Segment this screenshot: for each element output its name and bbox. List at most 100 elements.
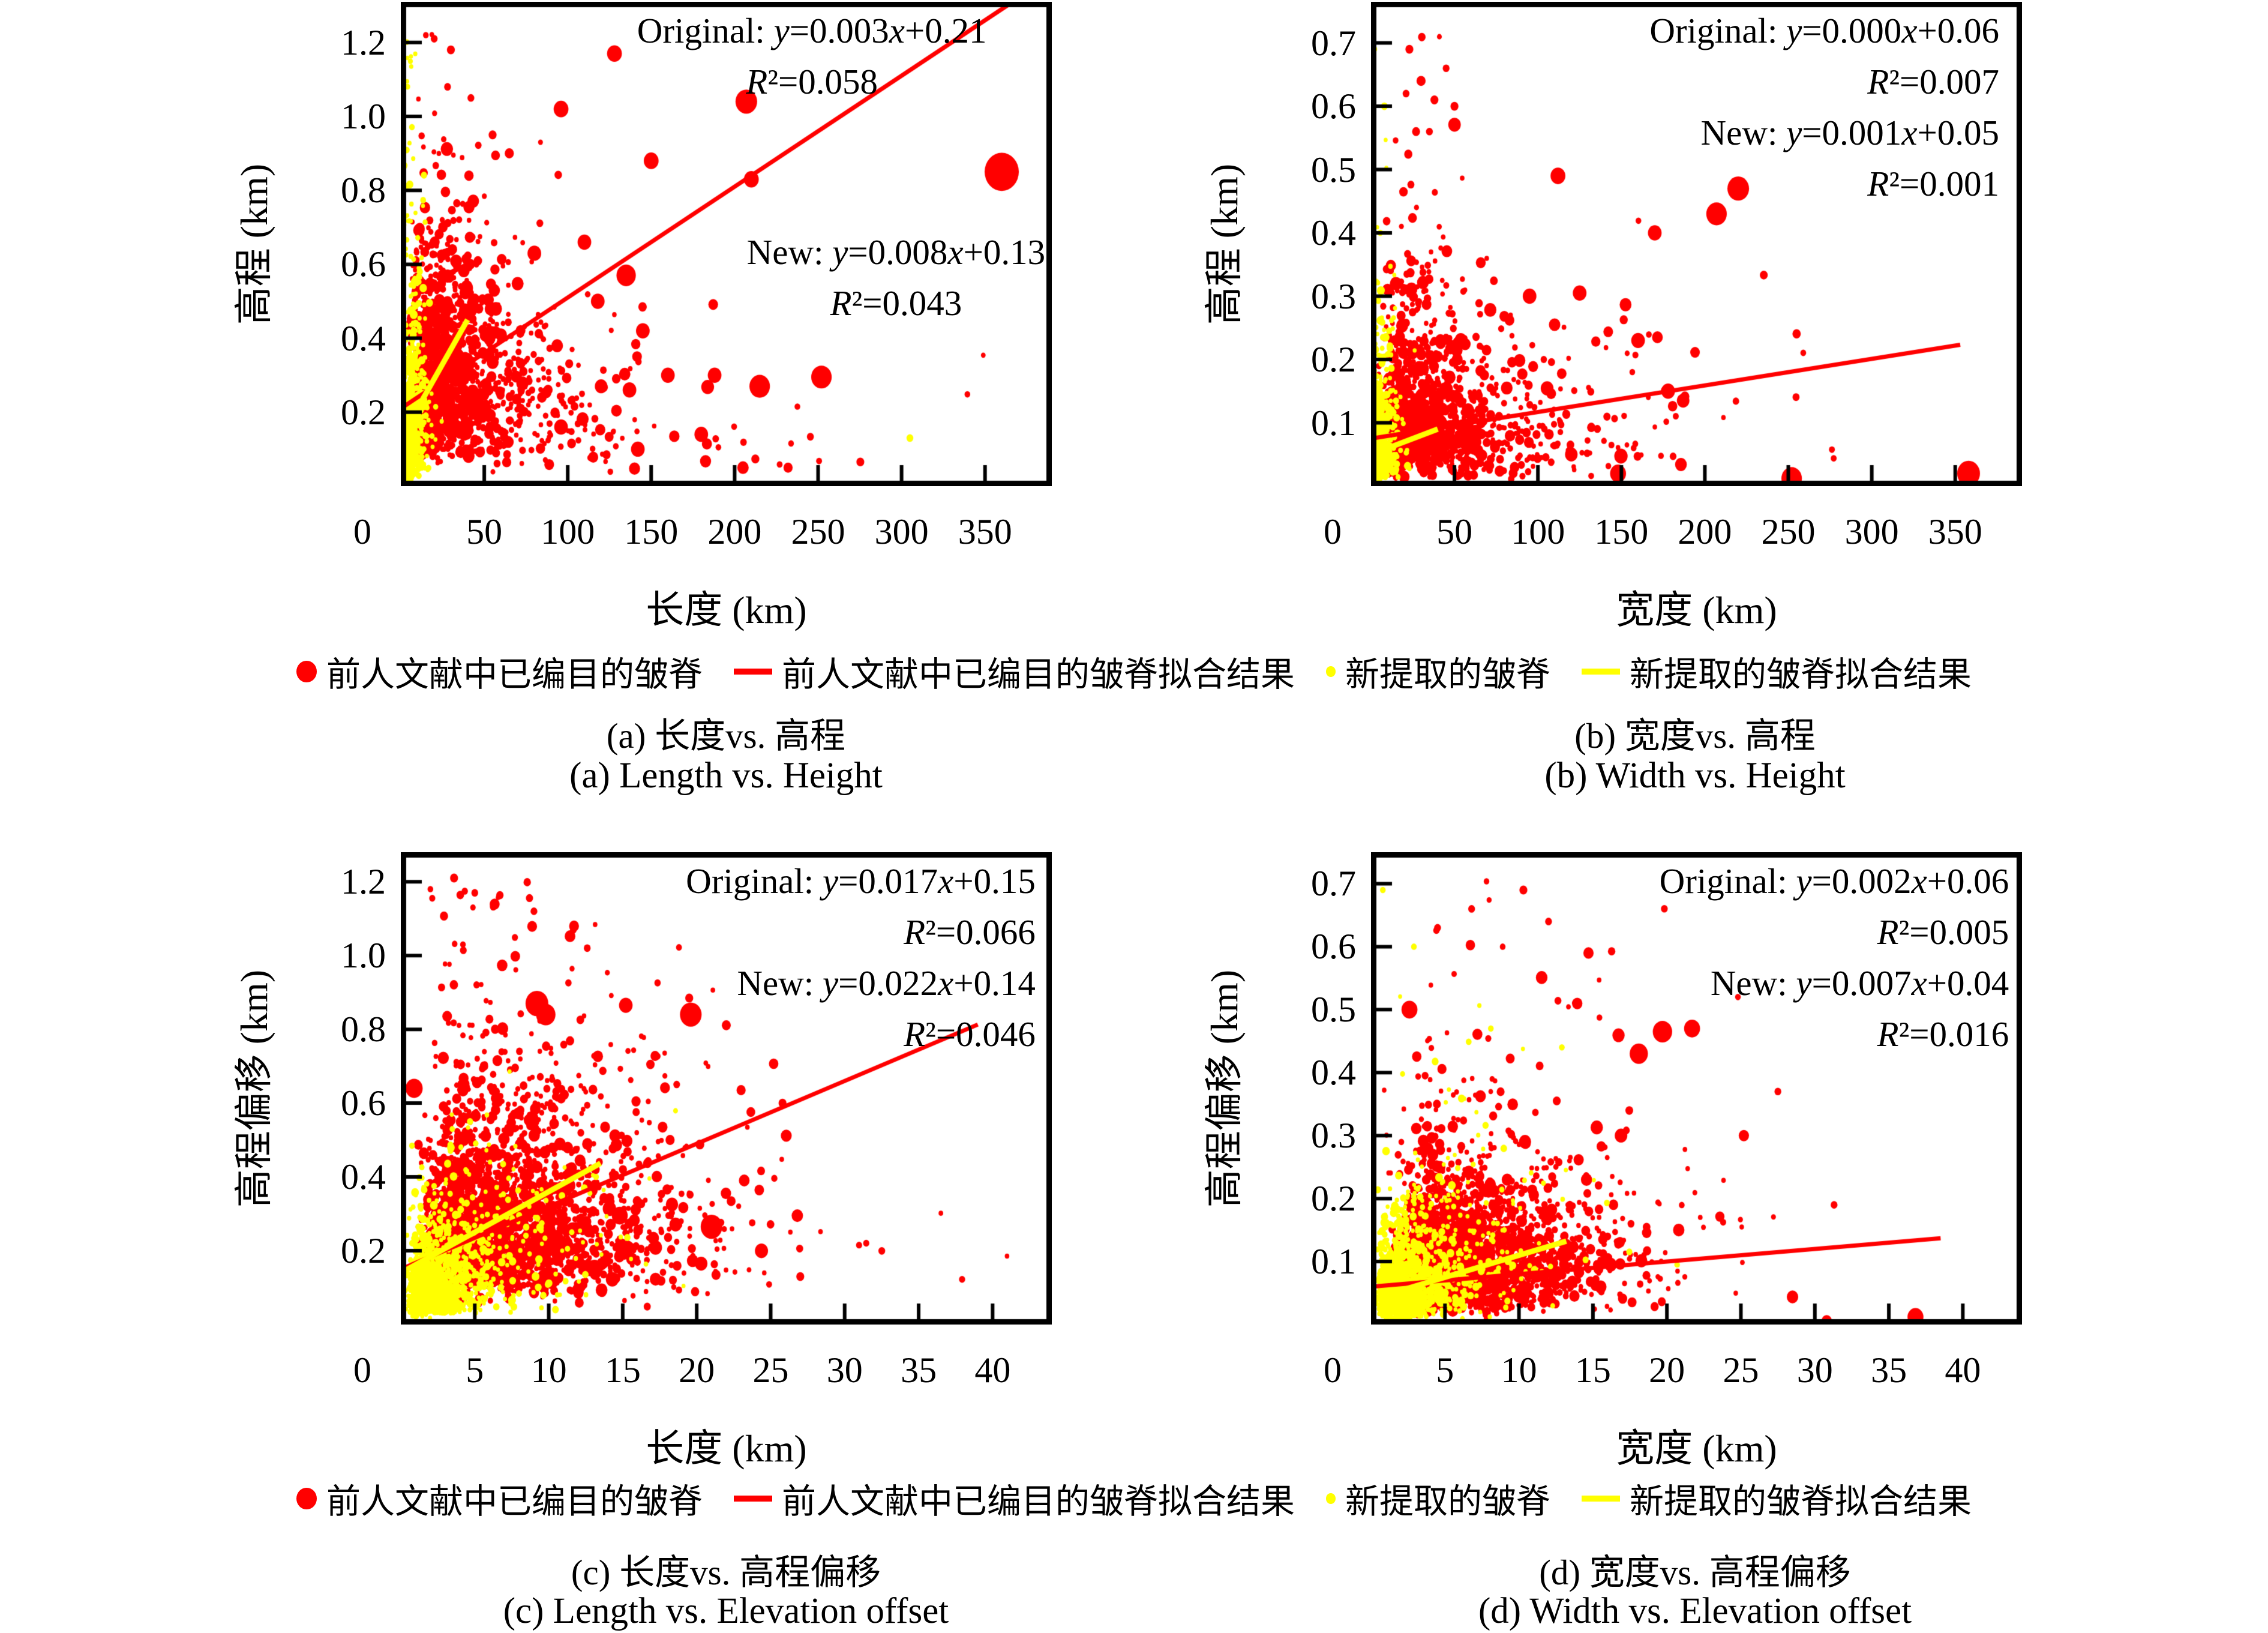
panel-c-length-vs-offset: 高程偏移 (km) 长度 (km) 0 5 10 15 20 25 30 35 40 0.2 0.4… (233, 852, 1052, 1470)
y-tick-label: 0.4 (341, 1157, 386, 1197)
x-tick-label: 0 (1324, 1350, 1342, 1390)
fit-equation-annotation-0: Original: y=0.003x+0.21 R²=0.058 (637, 11, 987, 102)
x-tick-label: 40 (974, 1350, 1011, 1390)
x-tick-label: 100 (541, 512, 595, 552)
x-tick-label: 15 (1574, 1350, 1611, 1390)
caption-a-zh: (a) 长度vs. 高程 (606, 716, 846, 756)
x-tick-label: 200 (707, 512, 762, 552)
caption-d-zh: (d) 宽度vs. 高程偏移 (1539, 1553, 1851, 1592)
caption-b-en: (b) Width vs. Height (1544, 756, 1846, 796)
x-tick-label: 30 (1796, 1350, 1833, 1390)
fit-equation-annotation-0: Original: y=0.000x+0.06 R²=0.007 New: y=0.… (1649, 11, 2000, 204)
legend-label: 前人文献中已编目的皱脊 (326, 656, 703, 694)
legend-item-0: 前人文献中已编目的皱脊 (296, 647, 703, 696)
y-tick-label: 0.4 (1311, 1053, 1356, 1093)
panel-d-width-vs-offset: 高程偏移 (km) 宽度 (km) 0 5 10 15 20 25 30 35 40 0.1 0.2… (1203, 852, 2022, 1470)
y-tick-label: 0.7 (1311, 23, 1356, 63)
x-tick-label: 200 (1678, 512, 1732, 552)
panel-b-width-vs-height: 高程 (km) 宽度 (km) 0 50 100 150 200 250 300 350 0.1… (1203, 2, 2022, 631)
y-tick-label: 1.0 (341, 96, 386, 136)
x-tick-label: 0 (353, 512, 371, 552)
legend-dash-icon (1582, 1496, 1620, 1502)
scatter-canvas-d (1371, 852, 2022, 1325)
x-tick-label: 300 (1844, 512, 1899, 552)
panel-a-length-vs-height: 高程 (km) 长度 (km) 0 50 100 150 200 250 300 350 0.2… (233, 2, 1052, 631)
x-axis-title-a: 长度 (km) (646, 589, 807, 631)
caption-b-zh: (b) 宽度vs. 高程 (1574, 716, 1816, 756)
x-tick-label: 5 (1436, 1350, 1454, 1390)
y-tick-label: 1.2 (341, 22, 386, 62)
y-tick-label: 0.4 (1311, 213, 1356, 253)
x-tick-label: 250 (791, 512, 845, 552)
x-tick-label: 20 (1649, 1350, 1685, 1390)
y-tick-label: 0.2 (341, 392, 386, 432)
legend-item-1: 前人文献中已编目的皱脊拟合结果 (734, 1474, 1295, 1523)
legend-dash-icon (734, 669, 772, 675)
x-tick-label: 0 (1324, 512, 1342, 552)
fit-equation-annotation-1: New: y=0.008x+0.13 R²=0.043 (746, 232, 1046, 323)
x-tick-label: 25 (752, 1350, 789, 1390)
caption-a-en: (a) Length vs. Height (569, 756, 883, 796)
legend-item-2: 新提取的皱脊 (1326, 1474, 1550, 1523)
x-tick-label: 0 (353, 1350, 371, 1390)
y-tick-label: 0.2 (1311, 340, 1356, 380)
y-tick-label: 0.1 (1311, 1242, 1356, 1282)
y-tick-label: 0.5 (1311, 990, 1356, 1030)
x-tick-label: 300 (874, 512, 929, 552)
legend-label: 前人文献中已编目的皱脊拟合结果 (782, 656, 1295, 694)
legend-label: 前人文献中已编目的皱脊拟合结果 (782, 1483, 1295, 1521)
legend-label: 新提取的皱脊拟合结果 (1630, 656, 1972, 694)
y-tick-label: 0.4 (341, 318, 386, 358)
y-tick-label: 0.3 (1311, 1116, 1356, 1156)
legend-label: 新提取的皱脊拟合结果 (1630, 1483, 1972, 1521)
x-tick-label: 250 (1761, 512, 1816, 552)
y-tick-label: 0.7 (1311, 864, 1356, 904)
legend-item-1: 前人文献中已编目的皱脊拟合结果 (734, 647, 1295, 696)
y-tick-label: 0.2 (341, 1231, 386, 1271)
x-tick-label: 50 (466, 512, 503, 552)
x-tick-label: 25 (1723, 1350, 1759, 1390)
x-tick-label: 35 (901, 1350, 937, 1390)
legend-item-3: 新提取的皱脊拟合结果 (1582, 647, 1972, 696)
x-tick-label: 20 (679, 1350, 715, 1390)
scatter-canvas-a (401, 2, 1052, 486)
x-tick-label: 150 (1594, 512, 1649, 552)
y-tick-label: 0.2 (1311, 1179, 1356, 1219)
legend-dot-icon (296, 1487, 317, 1510)
caption-c-en: (c) Length vs. Elevation offset (503, 1591, 949, 1631)
legend-item-0: 前人文献中已编目的皱脊 (296, 1474, 703, 1523)
fit-equation-annotation-0: Original: y=0.017x+0.15 R²=0.066 New: y=0.… (686, 861, 1036, 1054)
x-tick-label: 10 (1501, 1350, 1537, 1390)
x-tick-label: 30 (826, 1350, 863, 1390)
legend-label: 前人文献中已编目的皱脊 (326, 1483, 703, 1521)
x-axis-title-d: 宽度 (km) (1616, 1427, 1777, 1470)
fit-equation-annotation-0: Original: y=0.002x+0.06 R²=0.005 New: y=0.… (1659, 861, 2009, 1054)
y-tick-label: 0.5 (1311, 149, 1356, 190)
scatter-canvas-b (1371, 2, 2022, 486)
y-tick-label: 0.6 (1311, 927, 1356, 967)
legend-label: 新提取的皱脊 (1345, 1483, 1550, 1521)
y-tick-label: 1.0 (341, 936, 386, 976)
x-tick-label: 40 (1945, 1350, 1981, 1390)
x-axis-title-b: 宽度 (km) (1616, 589, 1777, 631)
y-tick-label: 0.6 (341, 244, 386, 284)
legend-label: 新提取的皱脊 (1345, 656, 1550, 694)
x-tick-label: 150 (624, 512, 679, 552)
x-tick-label: 10 (530, 1350, 567, 1390)
legend-item-2: 新提取的皱脊 (1326, 647, 1550, 696)
legend-dot-icon (296, 660, 317, 683)
legend-dot-icon (1326, 666, 1336, 677)
x-tick-label: 350 (958, 512, 1012, 552)
x-tick-label: 350 (1928, 512, 1982, 552)
y-tick-label: 0.6 (341, 1083, 386, 1123)
x-axis-title-c: 长度 (km) (646, 1427, 807, 1470)
y-tick-label: 0.8 (341, 170, 386, 211)
y-tick-label: 0.1 (1311, 403, 1356, 443)
legend-top-row: 前人文献中已编目的皱脊 前人文献中已编目的皱脊拟合结果 新提取的皱脊 新提取的皱脊拟合… (0, 649, 2268, 694)
legend-dash-icon (1582, 669, 1620, 675)
legend-dot-icon (1326, 1493, 1336, 1504)
y-tick-label: 0.6 (1311, 86, 1356, 127)
caption-d-en: (d) Width vs. Elevation offset (1478, 1591, 1912, 1631)
caption-c-zh: (c) 长度vs. 高程偏移 (571, 1553, 881, 1592)
x-tick-label: 15 (604, 1350, 641, 1390)
